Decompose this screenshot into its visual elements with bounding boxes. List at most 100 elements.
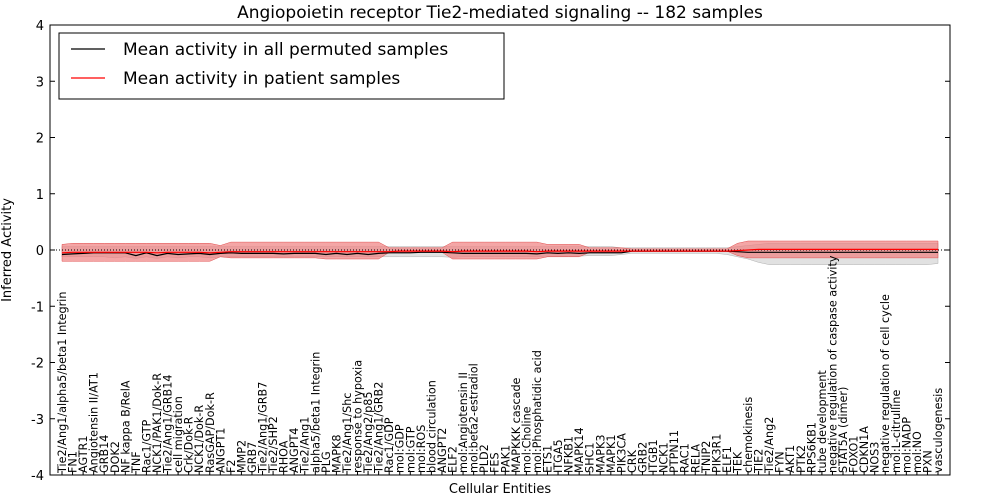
category-label: ANGPT1 [214,428,227,473]
category-label: PXN [921,450,934,473]
category-label: vasculogenesis [932,388,945,473]
legend: Mean activity in all permuted samples Me… [58,32,505,100]
category-label: F2 [225,459,238,473]
category-label: GRB7 [246,442,259,473]
y-tick-label: 4 [36,19,44,34]
category-label: mol:Phosphatidic acid [531,350,544,473]
category-label: MAPK1 [605,434,618,473]
legend-label-patient: Mean activity in patient samples [123,69,400,89]
category-label: NFKB1 [563,436,576,473]
category-label: FYN [774,451,787,473]
category-label: RELA [689,444,702,473]
category-label: response to hypoxia [352,360,365,473]
category-label: NOS3 [869,442,882,473]
category-label: Tie2/Ang2 [763,417,776,474]
category-label: mol:Angiotensin II [457,372,470,473]
category-label: FOXO1 [848,436,861,473]
category-label: FN1 [67,451,80,473]
y-tick-label: -4 [31,469,44,484]
category-label: NCK1 [658,442,671,473]
category-label: Tie2/Ang1 [299,417,312,474]
category-label: GRB14 [98,435,111,473]
category-label: TEK [732,451,745,474]
category-label: MAPK14 [573,427,586,473]
category-label: cell migration [172,396,185,473]
category-label: Tie2/Ang1/GRB7 [257,382,270,474]
category-label: CRK [626,449,639,473]
category-label: AKT1 [784,445,797,473]
category-label: STAT5A (dimer) [837,387,850,473]
category-label: FES [489,452,502,473]
series-line-permuted [61,250,938,257]
category-label: mol:GDP [394,424,407,473]
category-label: PTK2 [795,445,808,473]
category-label: RHOA [278,440,291,473]
category-label: ANGPT4 [288,428,301,473]
category-label: mol:GTP [404,426,417,473]
category-label: mol:Choline [520,406,533,473]
category-label: RAC1 [679,443,692,473]
category-label: RasGAP/Dok-R [204,392,217,473]
y-tick-label: 2 [36,132,44,147]
category-label: Tie2/Ang1/Shc [341,393,354,474]
category-label: Tie2/Ang1/GRB2 [373,382,386,474]
y-tick-label: -3 [31,413,44,428]
series-line-patient [61,248,938,254]
legend-box [58,32,505,100]
category-label: Tie2/Ang1/alpha5/beta1 Integrin [56,292,69,474]
category-label: PAK1 [499,445,512,473]
category-label: tube development [816,370,829,473]
category-label: negative regulation of caspase activity [827,255,840,473]
category-label: RPS6KB1 [805,422,818,473]
category-label: Rac1/GTP [140,419,153,473]
category-label: Tie2/SHP2 [267,416,280,474]
category-label: CDKN1A [858,426,871,473]
category-label: chemokinesis [742,397,755,473]
category-label: TIE2 [753,449,766,474]
category-label: MMP2 [235,440,248,473]
category-label: mol:L-citrulline [890,390,903,473]
y-axis-label: Inferred Activity [0,198,15,302]
y-tick-label: 0 [36,244,44,259]
y-tick-label: -1 [31,300,44,315]
category-label: NCK1/PAK1/Dok-R [151,373,164,473]
category-label: PLD2 [478,444,491,473]
category-label: mol:ROS [415,425,428,473]
category-label: Rac1/GDP [383,417,396,473]
category-label: SHC1 [584,443,597,473]
category-label: NF kappa B/RelA [119,380,132,473]
category-label: Tie2/Ang1/GRB14 [162,375,175,474]
category-label: MAPK3 [594,434,607,473]
category-label: mol:NADP [900,417,913,473]
y-tick-label: 3 [36,75,44,90]
category-label: GRB2 [637,442,650,473]
category-label: MAPKKK cascade [510,377,523,473]
category-label: PLG [320,451,333,473]
category-label: alpha5/beta1 Integrin [309,352,322,473]
category-label: Crk/Dok-R [183,416,196,473]
y-tick-label: 1 [36,188,44,203]
category-label: ANGPT2 [436,428,449,473]
category-label: TNF [130,451,143,474]
category-label: PIK3R1 [710,434,723,473]
category-label: mol:beta2-estradiol [468,363,481,473]
category-label: Angiotensin II/AT1 [88,372,101,473]
category-label: blood circulation [425,380,438,473]
category-label: TNIP2 [700,441,713,474]
category-label: Tie2/Ang2/p85 [362,392,375,474]
category-label: PTPN11 [668,430,681,473]
chart-title: Angiopoietin receptor Tie2-mediated sign… [237,3,763,23]
x-axis-label: Cellular Entities [449,482,551,497]
category-label: ITGB1 [647,439,660,473]
category-label: ETS1 [542,445,555,473]
category-label: DOK2 [109,441,122,473]
category-label: AGTR1 [77,436,90,473]
y-tick-label: -2 [31,357,44,372]
category-label: ELF1 [721,446,734,473]
category-label: ELF2 [447,446,460,473]
legend-label-permuted: Mean activity in all permuted samples [123,40,448,60]
category-label: NCK1/Dok-R [193,405,206,473]
category-label: negative regulation of cell cycle [879,294,892,473]
category-label: mol:NO [911,431,924,473]
